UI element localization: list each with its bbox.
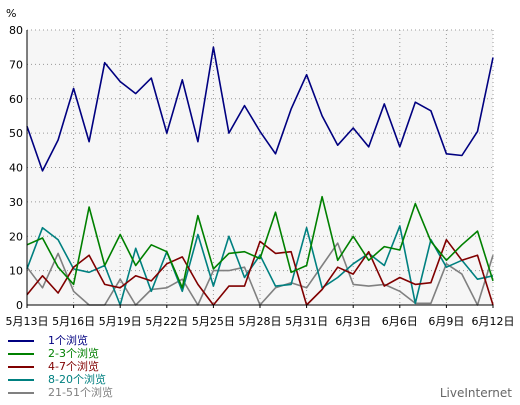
y-tick-label: 50	[9, 127, 23, 140]
legend-item: 1个浏览	[8, 334, 113, 347]
legend-item: 2-3个浏览	[8, 347, 113, 360]
x-tick-labels: 5月13日 5月16日 5月19日 5月22日 5月25日 5月28日 5月31日 6月3日 6…	[6, 305, 515, 328]
legend-swatch	[8, 352, 34, 355]
y-axis-label: %	[6, 7, 16, 20]
series-line	[26, 238, 494, 306]
x-tick-label: 5月31日	[285, 315, 328, 328]
gridlines	[26, 29, 494, 305]
legend-swatch	[8, 391, 34, 394]
x-tick-label: 6月6日	[382, 315, 418, 328]
y-tick-label: 70	[9, 58, 23, 71]
x-tick-label: 6月9日	[428, 315, 464, 328]
y-tick-label: 60	[9, 93, 23, 106]
y-tick-label: 0	[16, 299, 23, 312]
x-tick-label: 5月25日	[192, 315, 235, 328]
legend-swatch	[8, 339, 34, 342]
y-tick-labels: 0 10 20 30 40 50 60 70 80	[9, 24, 23, 312]
y-tick-label: 20	[9, 230, 23, 243]
x-tick-label: 5月28日	[239, 315, 282, 328]
x-tick-label: 6月12日	[472, 315, 515, 328]
legend-label: 2-3个浏览	[48, 347, 99, 360]
series-line	[26, 46, 494, 172]
y-tick-label: 80	[9, 24, 23, 37]
legend: 1个浏览 2-3个浏览 4-7个浏览 8-20个浏览 21-51个浏览	[8, 334, 113, 399]
legend-item: 4-7个浏览	[8, 360, 113, 373]
legend-label: 4-7个浏览	[48, 360, 99, 373]
x-tick-label: 6月3日	[335, 315, 371, 328]
x-tick-label: 5月16日	[52, 315, 95, 328]
series-line	[26, 195, 494, 289]
legend-swatch	[8, 378, 34, 381]
credit-label: LiveInternet	[439, 386, 512, 400]
x-tick-label: 5月22日	[145, 315, 188, 328]
legend-swatch	[8, 365, 34, 368]
x-tick-label: 5月13日	[6, 315, 49, 328]
legend-item: 8-20个浏览	[8, 373, 113, 386]
y-tick-label: 40	[9, 162, 23, 175]
legend-label: 1个浏览	[48, 334, 88, 347]
legend-label: 8-20个浏览	[48, 373, 106, 386]
x-tick-label: 5月19日	[99, 315, 142, 328]
y-tick-label: 10	[9, 265, 23, 278]
y-tick-label: 30	[9, 196, 23, 209]
legend-label: 21-51个浏览	[48, 386, 113, 399]
legend-item: 21-51个浏览	[8, 386, 113, 399]
